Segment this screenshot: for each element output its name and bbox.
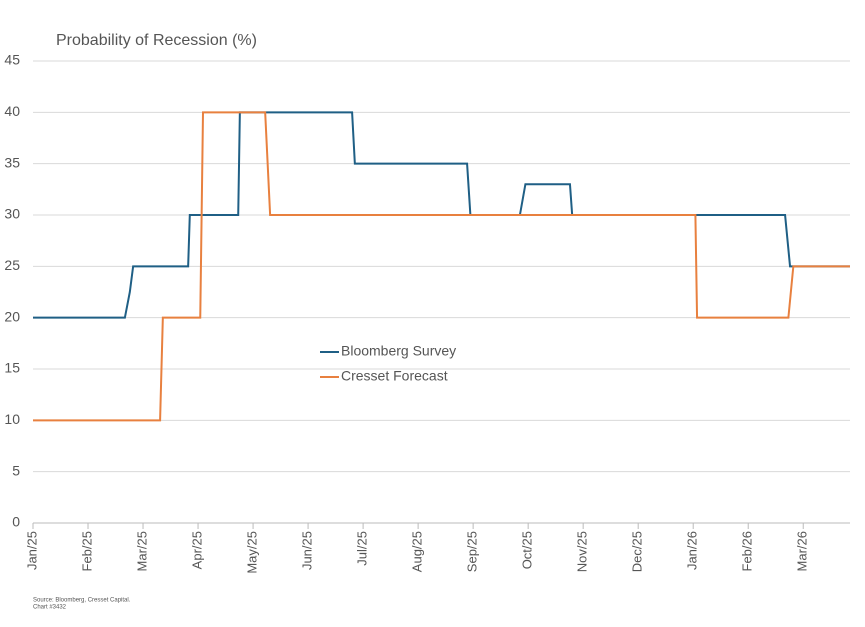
y-tick-label: 45 — [4, 52, 20, 68]
x-tick-label: May/25 — [245, 531, 260, 574]
legend-label: Bloomberg Survey — [341, 343, 456, 359]
y-tick-label: 30 — [4, 206, 20, 222]
x-tick-label: Apr/25 — [189, 531, 204, 569]
y-tick-label: 40 — [4, 103, 20, 119]
y-tick-label: 35 — [4, 154, 20, 170]
y-tick-label: 5 — [12, 462, 20, 478]
y-tick-label: 15 — [4, 360, 20, 376]
x-tick-label: Mar/26 — [795, 531, 810, 571]
x-tick-label: Mar/25 — [134, 531, 149, 571]
y-tick-label: 25 — [4, 257, 20, 273]
y-tick-label: 0 — [12, 514, 20, 530]
x-tick-label: Sep/25 — [465, 531, 480, 572]
chart-title: Probability of Recession (%) — [56, 32, 257, 49]
y-tick-label: 10 — [4, 411, 20, 427]
x-tick-label: Nov/25 — [575, 531, 590, 572]
x-tick-label: Dec/25 — [630, 531, 645, 572]
series-line — [33, 111, 850, 422]
chart-id: Chart #3432 — [33, 605, 67, 611]
x-tick-label: Feb/26 — [740, 531, 755, 571]
x-tick-label: Jul/25 — [355, 531, 370, 566]
x-tick-label: Jun/25 — [300, 531, 315, 570]
x-tick-label: Aug/25 — [410, 531, 425, 572]
x-tick-label: Jan/25 — [24, 531, 39, 570]
y-tick-label: 20 — [4, 308, 20, 324]
legend-label: Cresset Forecast — [341, 368, 448, 384]
source-note: Source: Bloomberg, Cresset Capital. — [33, 598, 131, 604]
x-tick-label: Oct/25 — [520, 531, 535, 569]
x-tick-label: Jan/26 — [685, 531, 700, 570]
x-tick-label: Feb/25 — [79, 531, 94, 571]
